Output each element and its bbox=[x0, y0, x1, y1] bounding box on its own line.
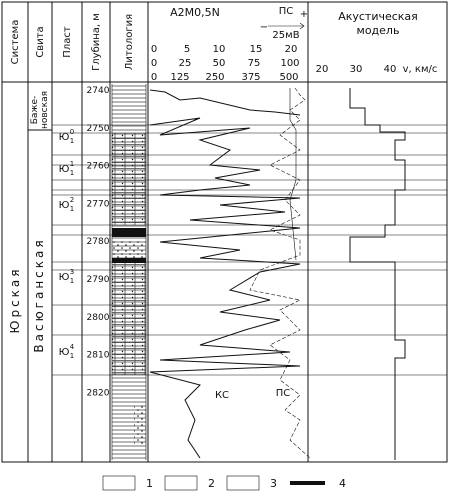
frame bbox=[1, 1, 448, 463]
depth-label: 2760 bbox=[87, 162, 110, 172]
stratum-label: Ю bbox=[59, 164, 70, 175]
depth-label: 2770 bbox=[87, 199, 110, 209]
stratum-sub: 1 bbox=[70, 277, 74, 285]
scale-label: 125 bbox=[170, 72, 189, 83]
column-header: Свита bbox=[35, 26, 46, 57]
suite-name: новская bbox=[40, 91, 50, 129]
depth-label: 2780 bbox=[87, 237, 110, 247]
scale-label: 10 bbox=[213, 44, 226, 55]
scale-label: 75 bbox=[248, 58, 261, 69]
acoustic-model bbox=[349, 88, 406, 460]
curve-label: ПС bbox=[276, 388, 291, 399]
scale-label: 20 bbox=[285, 44, 298, 55]
stratum-sup: 1 bbox=[70, 160, 74, 168]
sp-plus: + bbox=[300, 9, 308, 20]
scale-label: 0 bbox=[151, 58, 157, 69]
curve-label: КС bbox=[215, 390, 229, 401]
depth-label: 2750 bbox=[87, 124, 110, 134]
depth-label: 2810 bbox=[87, 351, 110, 361]
scale-label: 25 bbox=[179, 58, 192, 69]
scale-label: 500 bbox=[279, 72, 298, 83]
labels: Система Свита Пласт Глубина, м Литология A2M0… bbox=[8, 6, 437, 490]
legend-label: 2 bbox=[208, 477, 215, 490]
system-name: Юрская bbox=[8, 267, 22, 334]
stratum-sub: 1 bbox=[70, 352, 74, 360]
legend-swatches bbox=[102, 475, 325, 491]
acoustic-scale: 20 bbox=[316, 64, 329, 75]
stratum-sub: 1 bbox=[70, 137, 74, 145]
stratum-sub: 1 bbox=[70, 169, 74, 177]
stratum-label: Ю bbox=[59, 347, 70, 358]
scale-label: 100 bbox=[280, 58, 299, 69]
layer-boundaries bbox=[52, 124, 447, 376]
scale-label: 0 bbox=[151, 44, 157, 55]
sp-minus: − bbox=[260, 22, 268, 33]
column-header: Глубина, м bbox=[91, 13, 102, 71]
stratum-sup: 2 bbox=[70, 196, 74, 204]
depth-label: 2820 bbox=[87, 388, 110, 398]
suite-name: Васюганская bbox=[32, 237, 46, 352]
scale-label: 375 bbox=[241, 72, 260, 83]
log-title: A2M0,5N bbox=[170, 6, 220, 19]
legend-label: 4 bbox=[339, 477, 346, 490]
depth-label: 2740 bbox=[87, 86, 110, 96]
lithology bbox=[111, 84, 147, 460]
suite-name: Баже- bbox=[30, 96, 40, 125]
scale-label: 15 bbox=[250, 44, 263, 55]
stratum-sup: 4 bbox=[70, 343, 75, 351]
log-curves bbox=[149, 87, 311, 459]
sp-scale: 25мВ bbox=[272, 30, 299, 41]
scale-label: 50 bbox=[213, 58, 226, 69]
depth-label: 2800 bbox=[87, 313, 110, 323]
legend-label: 1 bbox=[146, 477, 153, 490]
acoustic-title: модель bbox=[357, 24, 400, 37]
column-header: Система bbox=[10, 20, 21, 65]
sp-label: ПС bbox=[279, 6, 294, 17]
stratum-label: Ю bbox=[59, 200, 70, 211]
column-header: Пласт bbox=[62, 26, 73, 58]
scale-label: 250 bbox=[205, 72, 224, 83]
stratum-sup: 3 bbox=[70, 268, 74, 276]
legend-label: 3 bbox=[270, 477, 277, 490]
acoustic-scale: 30 bbox=[350, 64, 363, 75]
scale-label: 5 bbox=[184, 44, 190, 55]
log-header-lines bbox=[268, 22, 305, 30]
stratum-sup: 0 bbox=[70, 128, 74, 136]
stratum-label: Ю bbox=[59, 132, 70, 143]
column-header: Литология bbox=[124, 14, 135, 70]
acoustic-unit: v, км/с bbox=[403, 64, 438, 75]
scale-label: 0 bbox=[151, 72, 157, 83]
acoustic-title: Акустическая bbox=[338, 10, 418, 23]
stratum-sub: 1 bbox=[70, 205, 74, 213]
depth-label: 2790 bbox=[87, 275, 110, 285]
acoustic-scale: 40 bbox=[384, 64, 397, 75]
stratum-label: Ю bbox=[59, 272, 70, 283]
